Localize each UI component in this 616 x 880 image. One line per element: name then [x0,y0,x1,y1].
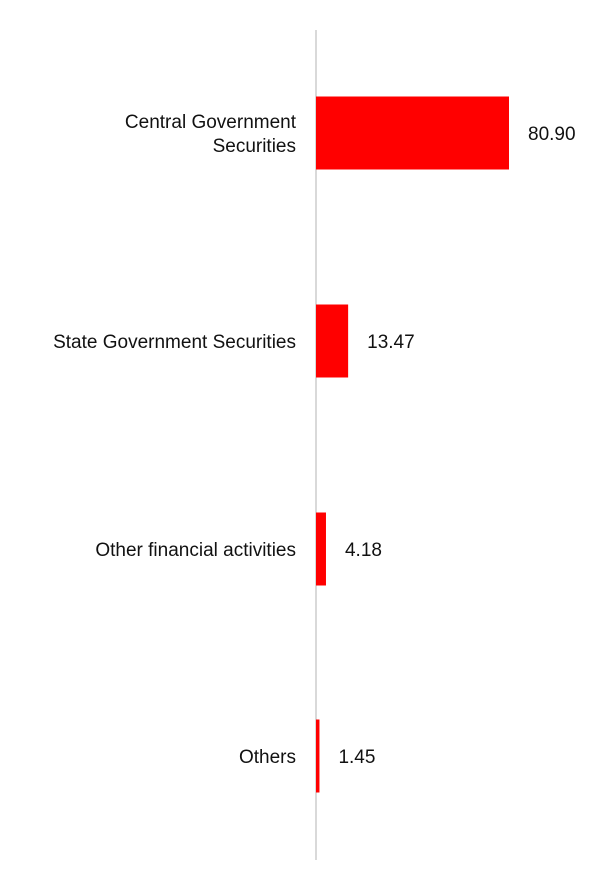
value-label-2: 4.18 [345,540,382,561]
bar-0 [316,96,509,170]
category-labels-group: Central Government Securities State Govern… [53,112,297,768]
category-label-3: Others [239,747,296,768]
category-label-3-line-0: Others [239,747,296,768]
value-label-3: 1.45 [338,747,375,768]
bars-group [316,96,509,793]
value-label-1: 13.47 [367,332,415,353]
bar-1 [316,304,349,378]
value-labels-group: 80.90 13.47 4.18 1.45 [338,124,575,768]
category-label-2: Other financial activities [95,540,296,561]
bar-3 [316,719,320,793]
category-label-0-line-1: Securities [213,136,296,157]
category-label-0-line-0: Central Government [125,112,297,133]
category-label-1: State Government Securities [53,332,296,353]
category-label-2-line-0: Other financial activities [95,540,296,561]
bar-2 [316,512,326,586]
category-label-0: Central Government Securities [125,112,297,157]
category-label-1-line-0: State Government Securities [53,332,296,353]
value-label-0: 80.90 [528,124,576,145]
